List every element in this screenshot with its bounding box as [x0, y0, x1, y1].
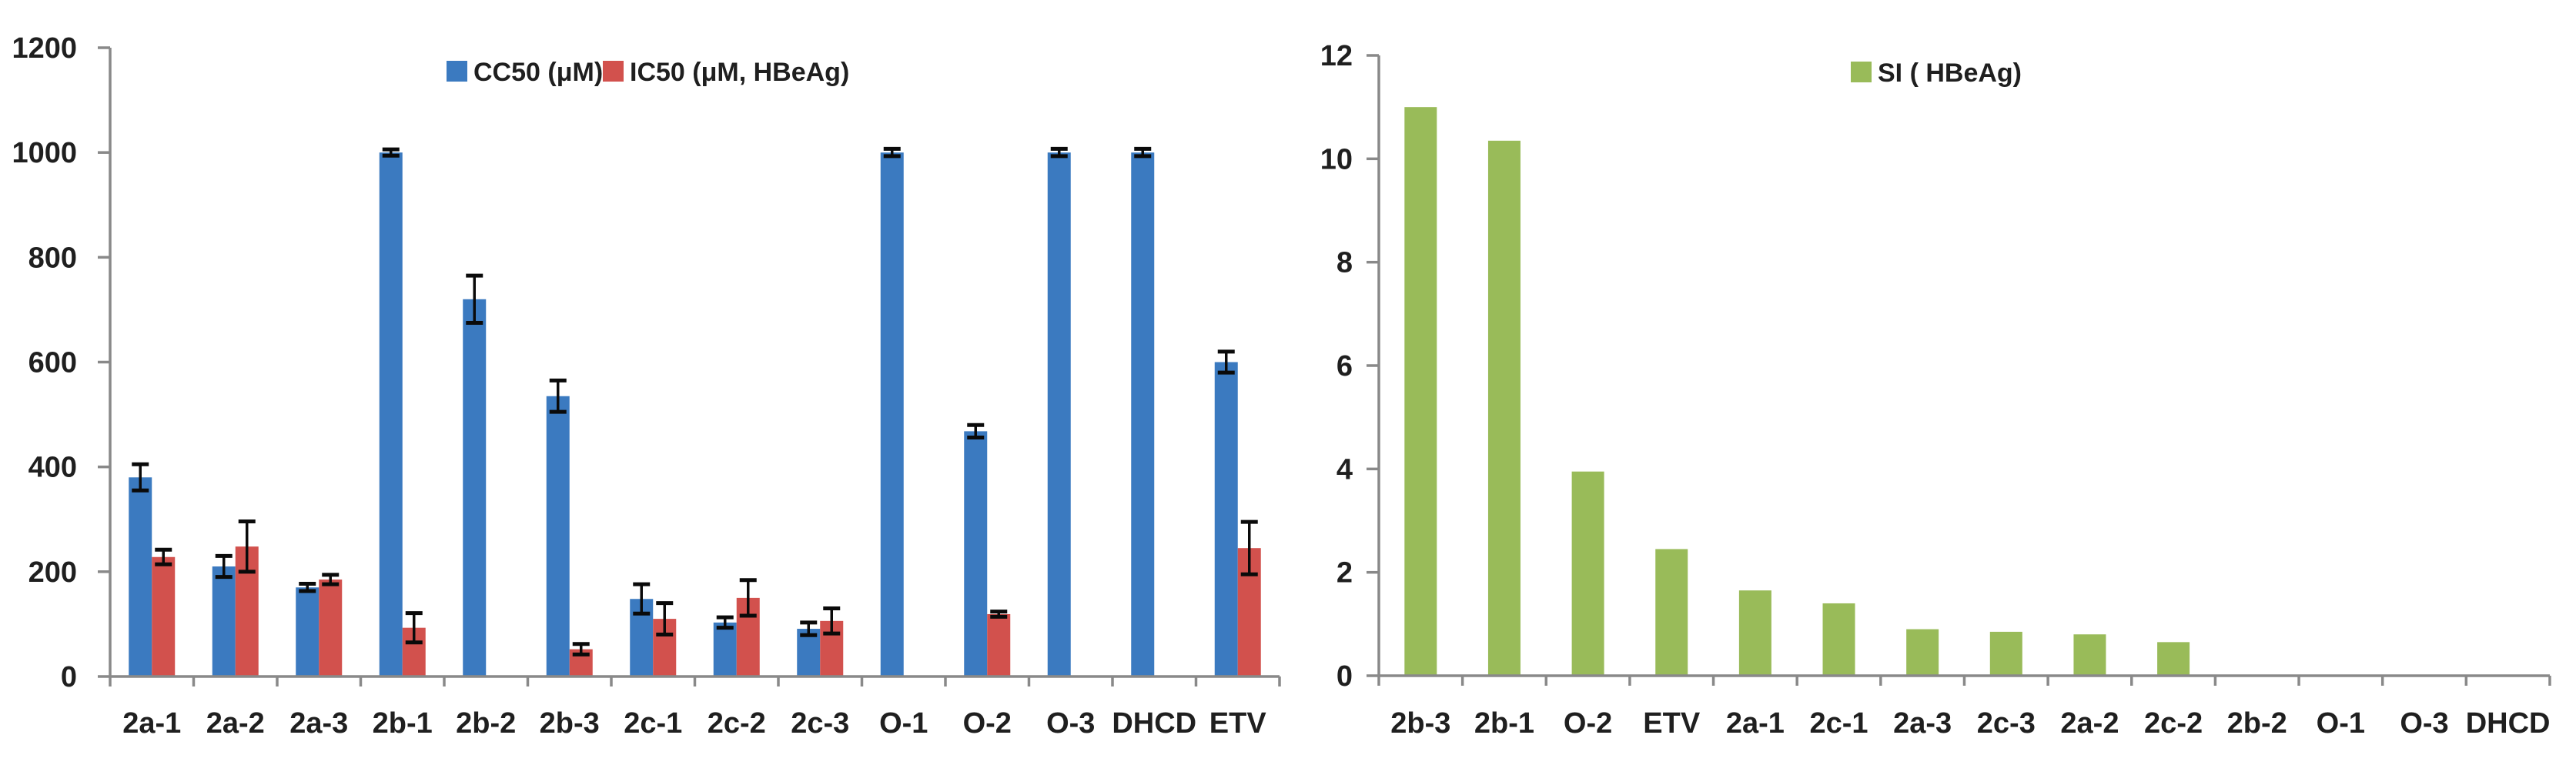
category-label: O-3 [2400, 707, 2448, 740]
y-tick-label: 2 [1337, 557, 1353, 590]
legend-swatch [1851, 62, 1872, 82]
category-label: 2b-2 [2227, 707, 2287, 740]
category-label: O-1 [879, 707, 928, 740]
category-label: 2a-3 [1893, 707, 1952, 740]
category-label: O-2 [963, 707, 1012, 740]
bar-series1-O-2 [964, 431, 988, 676]
category-label: 2c-2 [2144, 707, 2203, 740]
category-label: 2c-2 [708, 707, 766, 740]
bar-series2-2a-1 [152, 556, 176, 676]
axes-group [98, 46, 1281, 686]
y-tick-label: 0 [61, 661, 77, 693]
category-label: ETV [1209, 707, 1267, 740]
category-label: 2b-1 [373, 707, 433, 740]
y-tick-label: 1200 [12, 32, 77, 65]
bar-series1-ETV [1214, 362, 1238, 676]
bars-group [129, 152, 1261, 676]
bar-series1-2c-1 [1822, 603, 1855, 676]
bar-series1-2c-3 [1989, 631, 2022, 676]
category-label: 2a-2 [2060, 707, 2119, 740]
category-label: DHCD [1112, 707, 1196, 740]
category-label: 2c-1 [624, 707, 682, 740]
y-tick-label: 200 [28, 556, 77, 589]
category-label: 2a-2 [206, 707, 265, 740]
y-tick-label: 8 [1337, 247, 1353, 279]
y-tick-label: 6 [1337, 350, 1353, 382]
error-bars-group [132, 146, 1258, 656]
right-chart-si: 0 2 4 6 8 10 12 2b-3 2b-1 O-2 ETV 2a-1 2c-1 2a-3 2c-3 2… [1320, 40, 2551, 740]
labels-group: 0 2 4 6 8 10 12 2b-3 2b-1 O-2 ETV 2a-1 2c-1 2a-3 2c-3 2… [1320, 40, 2551, 740]
y-tick-label: 10 [1320, 143, 1353, 175]
legend-swatch [447, 61, 467, 82]
bar-series1-DHCD [1131, 152, 1155, 676]
bar-series2-2a-3 [319, 580, 343, 676]
y-tick-label: 400 [28, 452, 77, 484]
category-label: O-1 [2317, 707, 2365, 740]
category-label: 2b-3 [540, 707, 600, 740]
category-label: 2a-1 [1726, 707, 1785, 740]
bar-series1-2a-2 [212, 566, 236, 676]
y-tick-label: 0 [1337, 660, 1353, 693]
bar-series1-2c-2 [713, 622, 737, 676]
category-label: DHCD [2466, 707, 2551, 740]
labels-group: 0 200 400 600 800 1000 1200 2a-1 2a-2 2a-3 2b-1 2b-… [12, 32, 1266, 740]
legend-label: SI ( HBeAg) [1878, 58, 2022, 88]
legend-swatch [603, 61, 624, 82]
category-label: O-2 [1564, 707, 1612, 740]
bar-series1-2a-1 [129, 477, 152, 676]
category-label: 2a-3 [289, 707, 348, 740]
bar-series1-2b-3 [546, 396, 570, 676]
bar-series1-2c-2 [2157, 642, 2190, 676]
bar-series1-ETV [1655, 549, 1688, 676]
bar-series1-2a-2 [2073, 634, 2106, 676]
y-tick-label: 1000 [12, 137, 77, 169]
axes-group [1367, 54, 2551, 686]
y-tick-label: 4 [1337, 453, 1353, 486]
category-label: 2a-1 [122, 707, 181, 740]
category-label: 2c-3 [1977, 707, 2036, 740]
bar-series1-O-3 [1047, 152, 1071, 676]
category-label: 2b-1 [1474, 707, 1534, 740]
category-label: 2c-3 [791, 707, 849, 740]
bar-series1-2b-1 [379, 152, 403, 676]
y-tick-label: 800 [28, 242, 77, 274]
bar-series1-O-2 [1571, 471, 1604, 676]
y-tick-label: 600 [28, 347, 77, 379]
category-label: 2b-3 [1390, 707, 1450, 740]
bar-series1-2b-2 [463, 299, 487, 676]
legend-label: IC50 (μM, HBeAg) [630, 58, 849, 87]
bar-series1-2b-3 [1404, 107, 1437, 676]
bar-series1-2a-3 [296, 587, 319, 676]
left-chart-cc50-ic50: 0 200 400 600 800 1000 1200 2a-1 2a-2 2a-3 2b-1 2b-… [12, 32, 1281, 740]
category-label: 2b-2 [456, 707, 516, 740]
category-label: 2c-1 [1809, 707, 1868, 740]
bar-series1-2b-1 [1487, 140, 1521, 676]
legend-label: CC50 (μM) [473, 58, 603, 87]
bars-group [1404, 107, 2190, 676]
category-label: ETV [1643, 707, 1701, 740]
y-tick-label: 12 [1320, 40, 1353, 72]
category-label: O-3 [1046, 707, 1095, 740]
bar-series1-2a-3 [1906, 629, 1939, 676]
bar-series1-2a-1 [1738, 590, 1771, 676]
bar-series1-O-1 [880, 152, 904, 676]
bar-series2-O-2 [987, 613, 1011, 676]
